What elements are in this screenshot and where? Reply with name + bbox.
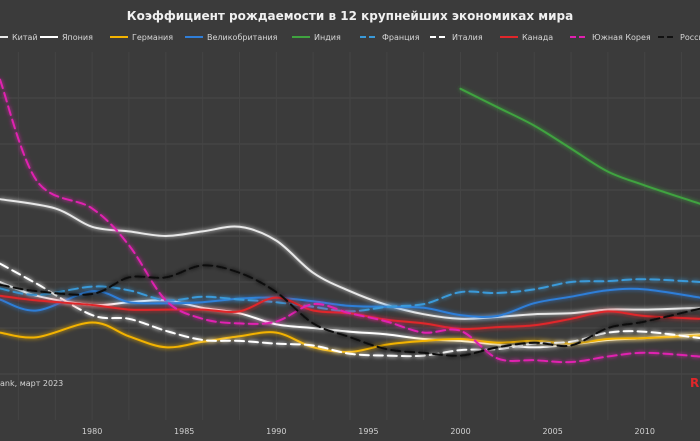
legend-label: Индия — [314, 33, 341, 42]
x-tick-label: 1985 — [174, 427, 194, 436]
series-line-8 — [0, 78, 700, 364]
x-tick-label: 1990 — [266, 427, 286, 436]
x-axis-ticks: 1980 1985 1990 1995 2000 2005 2010 — [82, 427, 655, 436]
legend-label: Германия — [132, 33, 173, 42]
x-tick-label: 2010 — [635, 427, 655, 436]
x-tick-label: 1980 — [82, 427, 102, 436]
legend-label: Япония — [62, 33, 93, 42]
x-tick-label: 2005 — [542, 427, 562, 436]
x-tick-label: 2000 — [450, 427, 470, 436]
legend-label: Великобритания — [207, 33, 278, 42]
legend-label: Южная Корея — [592, 33, 651, 42]
legend-label: Россия — [680, 33, 700, 42]
series-line-3 — [0, 287, 700, 318]
series-line-0 — [0, 198, 700, 320]
legend-label: Китай — [12, 33, 38, 42]
legend-label: Канада — [522, 33, 553, 42]
chart-title: Коэффициент рождаемости в 12 крупнейших … — [127, 9, 573, 23]
series-line-6 — [0, 262, 700, 358]
series-line-5 — [0, 278, 700, 313]
series-layer — [0, 78, 700, 364]
legend-label: Италия — [452, 33, 483, 42]
series-line-9 — [0, 264, 700, 357]
source-note: ank, март 2023 — [0, 379, 63, 388]
series-line-4 — [459, 87, 700, 205]
series-line-2 — [0, 321, 700, 353]
x-tick-label: 1995 — [358, 427, 378, 436]
legend: Китай Япония Германия Великобритания Индия Фр… — [0, 33, 700, 42]
brand-mark: R — [690, 376, 699, 390]
legend-label: Франция — [382, 33, 420, 42]
